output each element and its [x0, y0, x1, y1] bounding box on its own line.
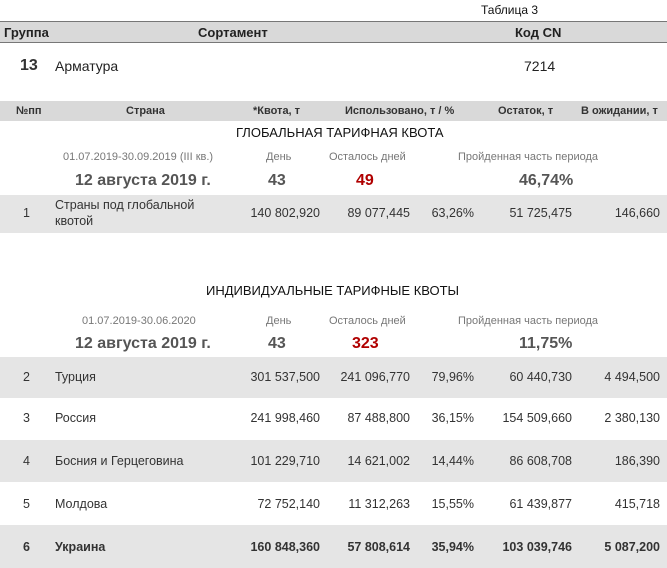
- row-num: 2: [23, 370, 30, 384]
- global-day-label: День: [266, 151, 292, 163]
- row-num: 1: [23, 206, 30, 220]
- row-remaining: 154 509,660: [502, 411, 572, 425]
- table-caption: Таблица 3: [481, 3, 539, 17]
- row-quota: 101 229,710: [250, 454, 320, 468]
- row-country: Турция: [55, 370, 96, 384]
- group-number: 13: [20, 57, 38, 74]
- group-header: Группа: [4, 25, 49, 40]
- row-num: 3: [23, 411, 30, 425]
- row-remaining: 60 440,730: [509, 370, 572, 384]
- row-remaining: 86 608,708: [509, 454, 572, 468]
- col-pending: В ожидании, т: [581, 105, 658, 117]
- row-quota: 241 998,460: [250, 411, 320, 425]
- col-country: Страна: [126, 105, 165, 117]
- table-row: 1 Страны под глобальной квотой 140 802,9…: [0, 195, 667, 233]
- table-top-header: Группа Сортамент Код CN: [0, 21, 667, 43]
- table-row: 3 Россия 241 998,460 87 488,800 36,15% 1…: [0, 398, 667, 440]
- row-remaining: 51 725,475: [509, 206, 572, 220]
- table-row: 2 Турция 301 537,500 241 096,770 79,96% …: [0, 357, 667, 398]
- row-country: Россия: [55, 411, 96, 425]
- individual-days-left: 323: [352, 335, 379, 352]
- row-used: 89 077,445: [347, 206, 410, 220]
- global-day: 43: [268, 172, 286, 189]
- row-country: Босния и Герцеговина: [55, 454, 184, 468]
- row-used-pct: 14,44%: [431, 454, 474, 468]
- row-used-pct: 15,55%: [431, 497, 474, 511]
- global-quota-title: ГЛОБАЛЬНАЯ ТАРИФНАЯ КВОТА: [236, 125, 444, 140]
- cn-code-header: Код CN: [515, 25, 562, 40]
- individual-day-label: День: [266, 315, 292, 327]
- col-quota: *Квота, т: [253, 105, 301, 117]
- row-used-pct: 63,26%: [431, 206, 474, 220]
- table-row: 5 Молдова 72 752,140 11 312,263 15,55% 6…: [0, 482, 667, 525]
- row-pending: 5 087,200: [604, 540, 660, 554]
- row-used: 87 488,800: [347, 411, 410, 425]
- row-remaining: 61 439,877: [509, 497, 572, 511]
- individual-period: 01.07.2019-30.06.2020: [82, 315, 196, 327]
- row-country: Страны под глобальной квотой: [55, 198, 195, 228]
- row-pending: 2 380,130: [604, 411, 660, 425]
- assortment-header: Сортамент: [198, 25, 268, 40]
- row-pending: 186,390: [614, 454, 660, 468]
- individual-date: 12 августа 2019 г.: [75, 335, 211, 352]
- row-country: Молдова: [55, 497, 108, 511]
- row-pending: 415,718: [614, 497, 660, 511]
- row-num: 6: [23, 540, 30, 554]
- product-cn-code: 7214: [524, 58, 556, 74]
- global-passed-label: Пройденная часть периода: [458, 151, 599, 163]
- column-header-row: №пп Страна *Квота, т Использовано, т / %…: [0, 101, 667, 121]
- row-pending: 4 494,500: [604, 370, 660, 384]
- global-passed: 46,74%: [519, 172, 574, 189]
- row-used: 57 808,614: [347, 540, 410, 554]
- row-remaining: 103 039,746: [502, 540, 572, 554]
- row-used-pct: 79,96%: [431, 370, 474, 384]
- row-used-pct: 35,94%: [431, 540, 474, 554]
- table-row: 4 Босния и Герцеговина 101 229,710 14 62…: [0, 440, 667, 482]
- table-row: 6 Украина 160 848,360 57 808,614 35,94% …: [0, 525, 667, 568]
- row-country: Украина: [55, 540, 106, 554]
- row-quota: 301 537,500: [250, 370, 320, 384]
- row-used: 11 312,263: [348, 497, 410, 511]
- individual-quota-title: ИНДИВИДУАЛЬНЫЕ ТАРИФНЫЕ КВОТЫ: [206, 283, 460, 298]
- row-used-pct: 36,15%: [431, 411, 474, 425]
- col-remaining: Остаток, т: [498, 105, 554, 117]
- col-used: Использовано, т / %: [345, 105, 455, 117]
- row-quota: 72 752,140: [257, 497, 320, 511]
- col-num: №пп: [16, 105, 42, 117]
- row-used: 14 621,002: [347, 454, 410, 468]
- individual-passed-label: Пройденная часть периода: [458, 315, 599, 327]
- individual-days-left-label: Осталось дней: [329, 315, 406, 327]
- row-num: 4: [23, 454, 30, 468]
- global-period: 01.07.2019-30.09.2019 (III кв.): [63, 151, 214, 163]
- global-days-left: 49: [356, 172, 374, 189]
- individual-day: 43: [268, 335, 286, 352]
- row-quota: 140 802,920: [250, 206, 320, 220]
- row-used: 241 096,770: [340, 370, 410, 384]
- row-pending: 146,660: [614, 206, 660, 220]
- individual-passed: 11,75%: [519, 335, 573, 352]
- product-name: Арматура: [55, 58, 119, 74]
- global-date: 12 августа 2019 г.: [75, 172, 211, 189]
- row-num: 5: [23, 497, 30, 511]
- global-days-left-label: Осталось дней: [329, 151, 406, 163]
- row-quota: 160 848,360: [250, 540, 320, 554]
